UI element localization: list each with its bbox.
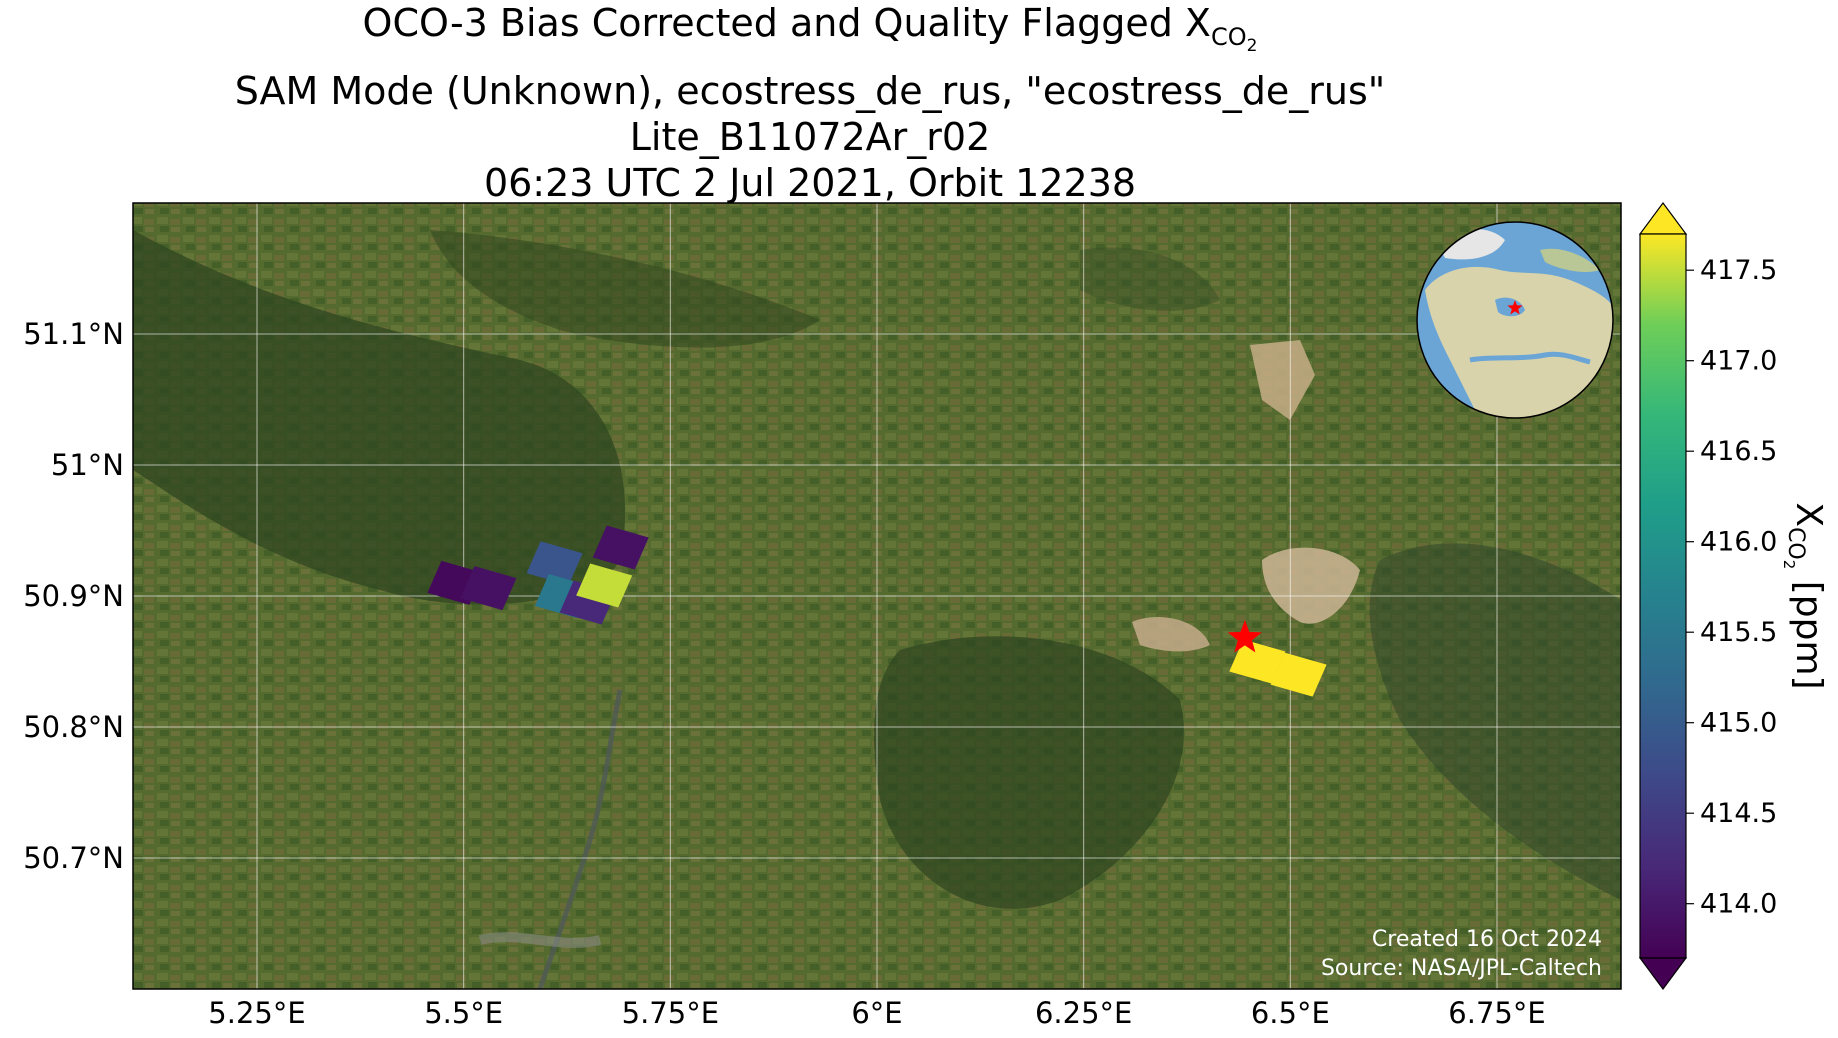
lon-tick-label: 5.25°E: [208, 996, 305, 1030]
colorbar-extend-min: [1638, 957, 1688, 991]
colorbar-label: XCO2 [ppm]: [1780, 502, 1829, 689]
colorbar-label-suffix: [ppm]: [1788, 569, 1829, 689]
open-pit-mine: [1132, 616, 1210, 652]
lat-tick-label: 50.7°N: [23, 841, 124, 875]
forest-area: [133, 230, 626, 605]
target-star-icon: [1227, 619, 1262, 653]
forest-area: [874, 636, 1184, 909]
map-frame: [132, 202, 1622, 990]
globe-scandinavia: [1540, 248, 1600, 273]
colorbar-tick-label: 414.5: [1700, 798, 1777, 829]
colorbar-tick-label: 415.0: [1700, 708, 1777, 739]
sounding-footprint: [1270, 652, 1327, 697]
colorbar-tick-label: 416.5: [1700, 436, 1777, 467]
lon-tick-label: 5.75°E: [622, 996, 719, 1030]
lon-tick-label: 6.25°E: [1035, 996, 1132, 1030]
colorbar-gradient: [1639, 233, 1687, 959]
colorbar-tick-label: 414.0: [1700, 889, 1777, 920]
forest-area: [1369, 543, 1621, 900]
source-credit: Source: NASA/JPL-Caltech: [1321, 956, 1602, 981]
colorbar: 414.0 414.5 415.0 415.5 416.0 416.5 417.0 417.5…: [1638, 201, 1829, 991]
colorbar-label-prefix: X: [1788, 502, 1829, 527]
title-subscript: CO: [1210, 22, 1247, 51]
lon-tick-label: 6.5°E: [1251, 996, 1330, 1030]
open-pit-mine: [1262, 547, 1360, 624]
lon-tick-label: 5.5°E: [424, 996, 503, 1030]
lon-tick-label: 6°E: [851, 996, 902, 1030]
colorbar-ticks: 414.0 414.5 415.0 415.5 416.0 416.5 417.0 417.5: [1686, 255, 1777, 920]
forest-area: [1080, 247, 1220, 311]
sounding-footprint: [460, 566, 517, 611]
colorbar-tick-label: 416.0: [1700, 527, 1777, 558]
urban-area: [478, 932, 602, 948]
globe-target-star-icon: [1507, 300, 1523, 315]
created-credit: Created 16 Oct 2024: [1372, 927, 1602, 952]
title-subsubscript: 2: [1246, 35, 1258, 56]
globe-outline: [1416, 221, 1614, 419]
globe-continent: [1425, 267, 1613, 418]
sounding-footprint: [576, 563, 633, 608]
lat-tick-label: 50.9°N: [23, 579, 124, 613]
forest-area: [430, 230, 820, 348]
latitude-tick-labels: 51.1°N 51°N 50.9°N 50.8°N 50.7°N: [23, 317, 124, 875]
inset-globe: [1416, 221, 1614, 419]
title-line-2: SAM Mode (Unknown), ecostress_de_rus, "e…: [234, 69, 1386, 114]
figure-title: OCO-3 Bias Corrected and Quality Flagged…: [0, 0, 1620, 206]
title-line-4: 06:23 UTC 2 Jul 2021, Orbit 12238: [483, 161, 1137, 206]
lat-tick-label: 51.1°N: [23, 317, 124, 351]
lat-tick-label: 51°N: [51, 448, 124, 482]
lat-tick-label: 50.8°N: [23, 710, 124, 744]
sounding-footprint: [1229, 639, 1286, 684]
open-pit-mine: [1250, 340, 1315, 420]
sounding-footprint: [526, 541, 583, 586]
sounding-footprints: [427, 525, 1327, 697]
lon-tick-label: 6.75°E: [1448, 996, 1545, 1030]
colorbar-label-subsubscript: 2: [1780, 560, 1798, 570]
title-line-3: Lite_B11072Ar_r02: [629, 115, 991, 160]
colorbar-tick-label: 417.5: [1700, 255, 1777, 286]
sounding-footprint: [592, 525, 649, 570]
longitude-tick-labels: 5.25°E 5.5°E 5.75°E 6°E 6.25°E 6.5°E 6.75°E: [208, 996, 1545, 1030]
colorbar-label-subscript: CO: [1783, 527, 1808, 560]
globe-mediterranean: [1469, 351, 1591, 365]
colorbar-extend-max: [1638, 201, 1688, 235]
title-line-1: OCO-3 Bias Corrected and Quality Flagged…: [0, 0, 1620, 68]
colorbar-tick-label: 415.5: [1700, 617, 1777, 648]
colorbar-tick-label: 417.0: [1700, 346, 1777, 377]
title-text: OCO-3 Bias Corrected and Quality Flagged…: [362, 1, 1211, 45]
